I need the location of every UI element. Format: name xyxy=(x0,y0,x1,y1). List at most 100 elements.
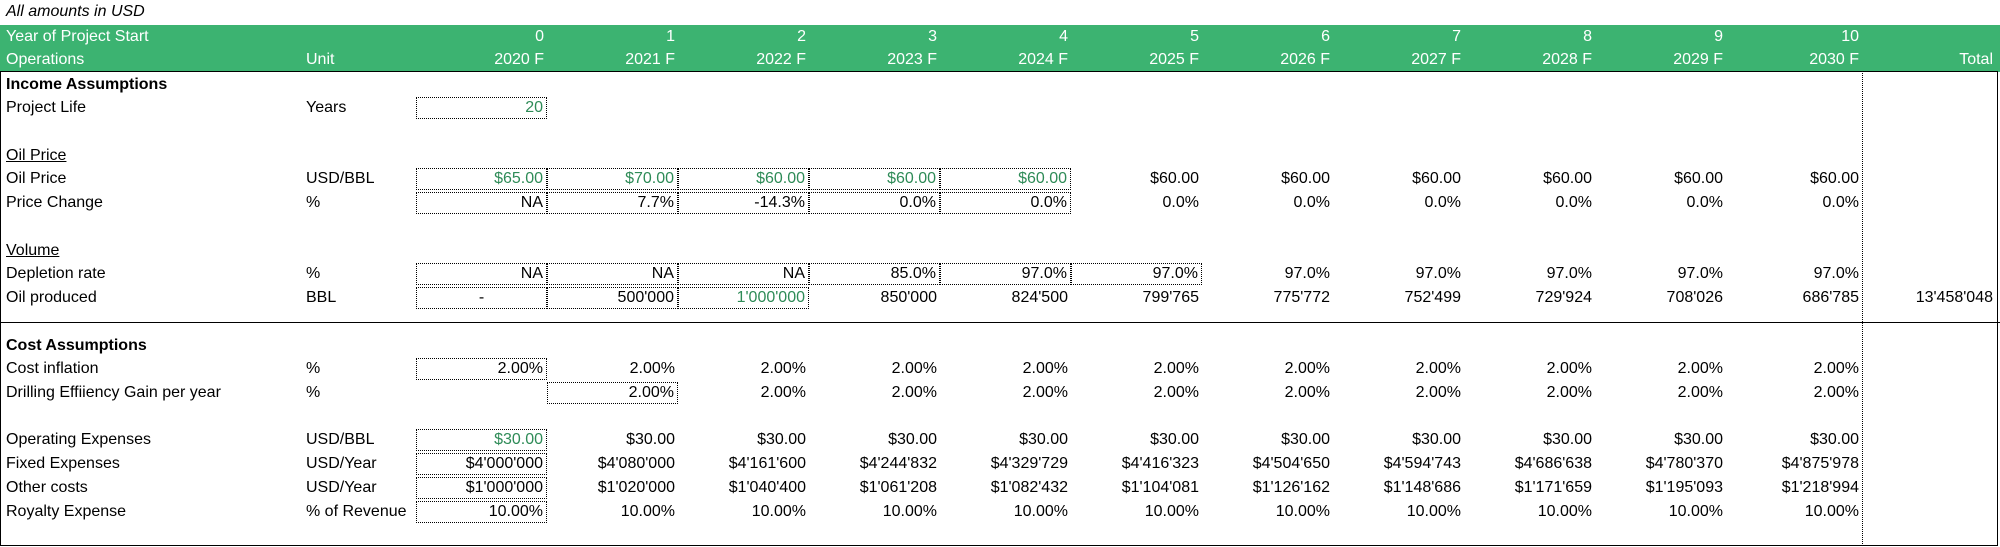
royalty-expense-row: Royalty Expense % of Revenue 10.00% 10.0… xyxy=(0,500,2000,524)
oil-price-2029: $60.00 xyxy=(1674,170,1723,187)
other-costs-unit: USD/Year xyxy=(306,479,377,496)
cost-inflation-row: Cost inflation % 2.00% 2.00% 2.00% 2.00%… xyxy=(0,357,2000,381)
depletion-rate-2026: 97.0% xyxy=(1284,265,1330,282)
oil-price-2021-input[interactable]: $70.00 xyxy=(547,168,678,190)
fixed-expenses-2028: $4'686'638 xyxy=(1514,455,1592,472)
volume-section-row: Volume xyxy=(0,239,2000,263)
depletion-rate-row: Depletion rate % NA NA NA 85.0% 97.0% 97… xyxy=(0,262,2000,286)
price-change-2023[interactable]: 0.0% xyxy=(809,192,940,214)
drilling-gain-2024: 2.00% xyxy=(1022,384,1068,401)
royalty-expense-2026: 10.00% xyxy=(1275,503,1330,520)
cost-assumptions-heading: Cost Assumptions xyxy=(6,337,147,354)
oil-price-2020-input[interactable]: $65.00 xyxy=(416,168,547,190)
oil-price-2028: $60.00 xyxy=(1543,170,1592,187)
oil-produced-2021[interactable]: 500'000 xyxy=(547,287,678,309)
royalty-expense-2029: 10.00% xyxy=(1668,503,1723,520)
oil-price-2027: $60.00 xyxy=(1412,170,1461,187)
drilling-gain-2027: 2.00% xyxy=(1415,384,1461,401)
other-costs-2023: $1'061'208 xyxy=(859,479,937,496)
depletion-rate-2025[interactable]: 97.0% xyxy=(1071,263,1202,285)
price-change-2025: 0.0% xyxy=(1162,194,1199,211)
header-year-2030: 2030 F xyxy=(1809,51,1859,68)
header-year-2023: 2023 F xyxy=(887,51,937,68)
royalty-expense-2023: 10.00% xyxy=(882,503,937,520)
price-change-2030: 0.0% xyxy=(1822,194,1859,211)
cost-inflation-2028: 2.00% xyxy=(1546,360,1592,377)
cost-inflation-2029: 2.00% xyxy=(1677,360,1723,377)
operating-expenses-2020-input[interactable]: $30.00 xyxy=(416,429,547,451)
header-year-2020: 2020 F xyxy=(494,51,544,68)
section-separator xyxy=(0,322,2000,323)
fixed-expenses-2026: $4'504'650 xyxy=(1252,455,1330,472)
oil-produced-2028: 729'924 xyxy=(1535,289,1592,306)
operating-expenses-2025: $30.00 xyxy=(1150,431,1199,448)
royalty-expense-2027: 10.00% xyxy=(1406,503,1461,520)
oil-produced-2022-input[interactable]: 1'000'000 xyxy=(678,287,809,309)
header-index-10: 10 xyxy=(1841,28,1859,45)
oil-produced-row: Oil produced BBL - 500'000 1'000'000 850… xyxy=(0,286,2000,310)
cost-inflation-2024: 2.00% xyxy=(1022,360,1068,377)
oil-price-2024-input[interactable]: $60.00 xyxy=(940,168,1071,190)
cost-inflation-label: Cost inflation xyxy=(6,360,99,377)
fixed-expenses-label: Fixed Expenses xyxy=(6,455,120,472)
drilling-gain-unit: % xyxy=(306,384,321,401)
header-index-5: 5 xyxy=(1190,28,1199,45)
oil-price-section-heading: Oil Price xyxy=(6,147,67,164)
header-year-2022: 2022 F xyxy=(756,51,806,68)
royalty-expense-2020-input[interactable]: 10.00% xyxy=(416,501,547,523)
header-operations-label: Operations xyxy=(6,51,85,68)
table-frame xyxy=(0,71,1998,546)
price-change-label: Price Change xyxy=(6,194,103,211)
oil-price-2025: $60.00 xyxy=(1150,170,1199,187)
header-index-8: 8 xyxy=(1583,28,1592,45)
header-year-2029: 2029 F xyxy=(1673,51,1723,68)
price-change-2020[interactable]: NA xyxy=(416,192,547,214)
other-costs-label: Other costs xyxy=(6,479,88,496)
depletion-rate-2021[interactable]: NA xyxy=(547,263,678,285)
drilling-gain-2021-input[interactable]: 2.00% xyxy=(547,382,678,404)
operating-expenses-2022: $30.00 xyxy=(757,431,806,448)
depletion-rate-2024[interactable]: 97.0% xyxy=(940,263,1071,285)
other-costs-2029: $1'195'093 xyxy=(1645,479,1723,496)
oil-price-2022-input[interactable]: $60.00 xyxy=(678,168,809,190)
header-year-2021: 2021 F xyxy=(625,51,675,68)
depletion-rate-2022[interactable]: NA xyxy=(678,263,809,285)
other-costs-2028: $1'171'659 xyxy=(1514,479,1592,496)
depletion-rate-2028: 97.0% xyxy=(1546,265,1592,282)
oil-produced-2030: 686'785 xyxy=(1802,289,1859,306)
drilling-gain-2030: 2.00% xyxy=(1813,384,1859,401)
operating-expenses-2021: $30.00 xyxy=(626,431,675,448)
price-change-2029: 0.0% xyxy=(1686,194,1723,211)
header-index-3: 3 xyxy=(928,28,937,45)
oil-produced-2029: 708'026 xyxy=(1666,289,1723,306)
oil-price-row: Oil Price USD/BBL $65.00 $70.00 $60.00 $… xyxy=(0,167,2000,191)
depletion-rate-2023[interactable]: 85.0% xyxy=(809,263,940,285)
oil-produced-2020[interactable]: - xyxy=(416,287,547,309)
project-life-unit: Years xyxy=(306,99,347,116)
depletion-rate-unit: % xyxy=(306,265,321,282)
price-change-2022[interactable]: -14.3% xyxy=(678,192,809,214)
oil-produced-total: 13'458'048 xyxy=(1915,289,1993,306)
drilling-gain-2025: 2.00% xyxy=(1153,384,1199,401)
fixed-expenses-2020-input[interactable]: $4'000'000 xyxy=(416,453,547,475)
oil-produced-label: Oil produced xyxy=(6,289,97,306)
project-life-input[interactable]: 20 xyxy=(416,97,547,119)
price-change-2028: 0.0% xyxy=(1555,194,1592,211)
cost-inflation-2020-input[interactable]: 2.00% xyxy=(416,358,547,380)
drilling-gain-2020 xyxy=(416,381,547,405)
depletion-rate-2029: 97.0% xyxy=(1677,265,1723,282)
depletion-rate-label: Depletion rate xyxy=(6,265,106,282)
oil-produced-2027: 752'499 xyxy=(1404,289,1461,306)
header-index-2: 2 xyxy=(797,28,806,45)
header-year-2028: 2028 F xyxy=(1542,51,1592,68)
price-change-2021[interactable]: 7.7% xyxy=(547,192,678,214)
header-index-0: 0 xyxy=(535,28,544,45)
project-life-row: Project Life Years 20 xyxy=(0,96,2000,120)
oil-price-2023-input[interactable]: $60.00 xyxy=(809,168,940,190)
other-costs-2020-input[interactable]: $1'000'000 xyxy=(416,477,547,499)
fixed-expenses-unit: USD/Year xyxy=(306,455,377,472)
depletion-rate-2020[interactable]: NA xyxy=(416,263,547,285)
operating-expenses-2024: $30.00 xyxy=(1019,431,1068,448)
price-change-2024[interactable]: 0.0% xyxy=(940,192,1071,214)
operating-expenses-label: Operating Expenses xyxy=(6,431,151,448)
